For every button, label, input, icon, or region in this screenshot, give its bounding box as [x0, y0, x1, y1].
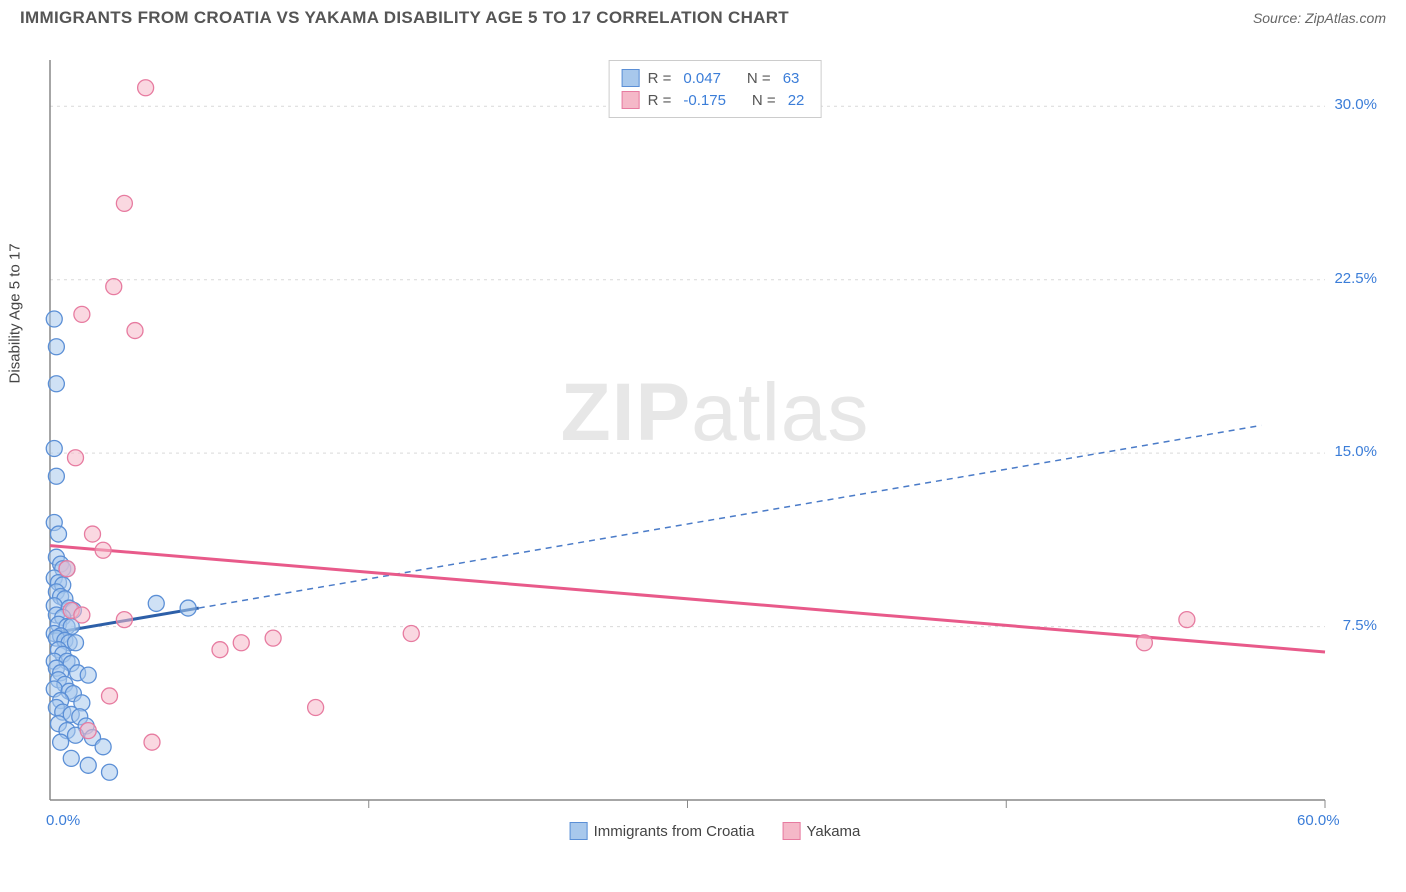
- scatter-plot: [45, 50, 1385, 840]
- legend-series-item: Immigrants from Croatia: [570, 822, 755, 840]
- y-tick-label: 15.0%: [1334, 443, 1377, 460]
- y-axis-label: Disability Age 5 to 17: [7, 243, 24, 383]
- chart-area: Disability Age 5 to 17 ZIPatlas R = 0.04…: [45, 50, 1385, 840]
- legend-series-label: Immigrants from Croatia: [594, 823, 755, 840]
- legend-n-label: N =: [747, 70, 771, 87]
- x-tick-label: 0.0%: [46, 812, 80, 829]
- legend-swatch: [570, 822, 588, 840]
- legend-correlation-row: R = -0.175 N = 22: [622, 89, 809, 111]
- legend-correlation-row: R = 0.047 N = 63: [622, 67, 809, 89]
- legend-n-label: N =: [752, 92, 776, 109]
- y-tick-label: 30.0%: [1334, 96, 1377, 113]
- source-attribution: Source: ZipAtlas.com: [1253, 10, 1386, 26]
- x-tick-label: 60.0%: [1297, 812, 1340, 829]
- legend-r-value: 0.047: [683, 70, 721, 87]
- legend-r-value: -0.175: [683, 92, 726, 109]
- legend-swatch: [622, 91, 640, 109]
- legend-swatch: [622, 69, 640, 87]
- legend-r-label: R =: [648, 92, 672, 109]
- legend-swatch: [782, 822, 800, 840]
- legend-n-value: 22: [788, 92, 805, 109]
- legend-n-value: 63: [783, 70, 800, 87]
- legend-r-label: R =: [648, 70, 672, 87]
- header-row: IMMIGRANTS FROM CROATIA VS YAKAMA DISABI…: [0, 0, 1406, 32]
- chart-title: IMMIGRANTS FROM CROATIA VS YAKAMA DISABI…: [20, 8, 789, 28]
- y-tick-label: 7.5%: [1343, 617, 1377, 634]
- legend-series-label: Yakama: [806, 823, 860, 840]
- y-tick-label: 22.5%: [1334, 270, 1377, 287]
- legend-correlation: R = 0.047 N = 63 R = -0.175 N = 22: [609, 60, 822, 118]
- legend-series: Immigrants from Croatia Yakama: [570, 822, 861, 840]
- legend-series-item: Yakama: [782, 822, 860, 840]
